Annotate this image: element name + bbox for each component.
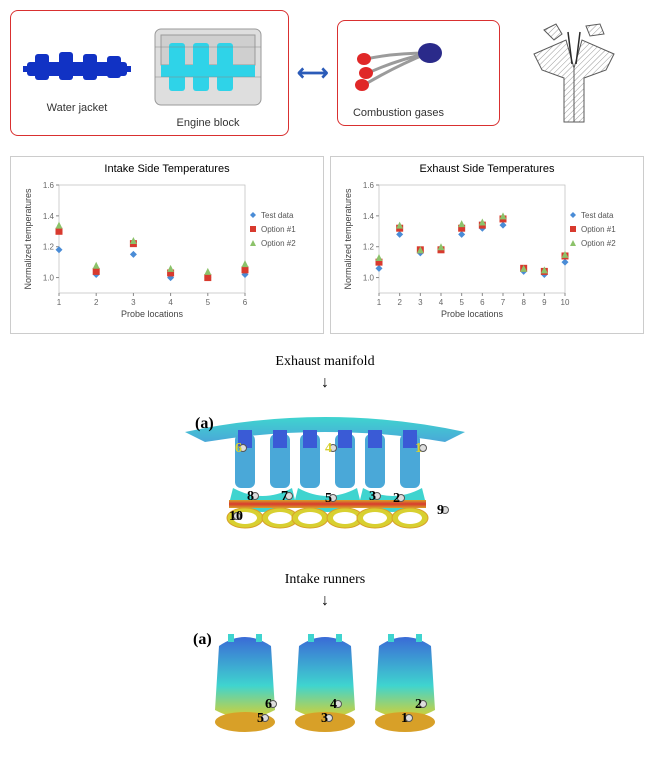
- svg-text:Option #2: Option #2: [581, 239, 616, 248]
- top-diagram-row: Water jacket: [10, 10, 640, 136]
- svg-text:4: 4: [168, 298, 173, 307]
- svg-text:1.0: 1.0: [363, 274, 375, 283]
- svg-text:3: 3: [369, 489, 376, 504]
- combustion-gases-box: Combustion gases: [337, 20, 500, 126]
- svg-text:1.2: 1.2: [363, 243, 375, 252]
- svg-text:5: 5: [206, 298, 211, 307]
- svg-text:3: 3: [418, 298, 423, 307]
- svg-text:8: 8: [521, 298, 526, 307]
- svg-text:6: 6: [243, 298, 248, 307]
- svg-text:Probe locations: Probe locations: [441, 309, 504, 319]
- svg-text:10: 10: [229, 509, 243, 524]
- intake-runners-figure: (a) 2 4 6 1 3 5: [125, 610, 525, 750]
- svg-text:Option #1: Option #1: [581, 225, 616, 234]
- cross-section-figure: [508, 18, 640, 128]
- engine-block-icon: [143, 17, 273, 117]
- svg-text:6: 6: [480, 298, 485, 307]
- svg-text:9: 9: [542, 298, 547, 307]
- engine-assembly-box: Water jacket: [10, 10, 289, 136]
- svg-text:2: 2: [393, 491, 400, 506]
- engine-block-figure: Engine block: [143, 17, 273, 129]
- svg-text:Option #2: Option #2: [261, 239, 296, 248]
- svg-text:2: 2: [415, 697, 422, 712]
- svg-text:1.6: 1.6: [43, 181, 55, 190]
- svg-text:9: 9: [437, 503, 444, 518]
- exhaust-manifold-section: Exhaust manifold ↓ (a)14623578910: [10, 354, 640, 552]
- svg-text:10: 10: [561, 298, 570, 307]
- svg-text:1.0: 1.0: [43, 274, 55, 283]
- svg-text:Normalized temperatures: Normalized temperatures: [23, 188, 33, 290]
- svg-text:Test data: Test data: [261, 211, 294, 220]
- svg-text:Option #1: Option #1: [261, 225, 296, 234]
- svg-text:2: 2: [94, 298, 99, 307]
- intake-runners-section: Intake runners ↓ (a)246135: [10, 572, 640, 750]
- svg-text:1.2: 1.2: [43, 243, 55, 252]
- engine-block-label: Engine block: [177, 117, 240, 129]
- svg-text:4: 4: [325, 441, 332, 456]
- svg-text:7: 7: [281, 489, 288, 504]
- svg-text:5: 5: [257, 711, 264, 726]
- svg-text:8: 8: [247, 489, 254, 504]
- intake-chart: 1.0 1.2 1.4 1.6 1 2 3 4 5 6 Probe locations Normali…: [19, 179, 315, 319]
- bidirectional-arrow-icon: ⟷: [297, 60, 329, 86]
- svg-text:(a): (a): [193, 631, 212, 648]
- intake-chart-card: Intake Side Temperatures 1.0 1.2 1.4 1.6 1 2 3…: [10, 156, 324, 334]
- svg-text:4: 4: [439, 298, 444, 307]
- svg-text:1: 1: [377, 298, 382, 307]
- svg-text:3: 3: [321, 711, 328, 726]
- exhaust-chart-title: Exhaust Side Temperatures: [339, 163, 635, 175]
- exhaust-chart-card: Exhaust Side Temperatures 1.0 1.2 1.4 1.6 1 2…: [330, 156, 644, 334]
- exhaust-manifold-title: Exhaust manifold: [10, 354, 640, 370]
- exhaust-pipes-icon: [344, 27, 454, 107]
- svg-text:6: 6: [235, 441, 242, 456]
- cross-section-icon: [524, 18, 624, 128]
- svg-text:1: 1: [415, 441, 422, 456]
- charts-row: Intake Side Temperatures 1.0 1.2 1.4 1.6 1 2 3…: [10, 156, 640, 334]
- svg-text:3: 3: [131, 298, 136, 307]
- svg-text:1: 1: [401, 711, 408, 726]
- svg-text:1.4: 1.4: [43, 212, 55, 221]
- svg-text:5: 5: [325, 491, 332, 506]
- svg-text:5: 5: [459, 298, 464, 307]
- water-jacket-label: Water jacket: [47, 102, 108, 114]
- intake-runners-title: Intake runners: [10, 572, 640, 588]
- svg-text:2: 2: [397, 298, 402, 307]
- water-jacket-figure: Water jacket: [17, 32, 137, 114]
- svg-text:1.4: 1.4: [363, 212, 375, 221]
- svg-text:Probe locations: Probe locations: [121, 309, 184, 319]
- svg-text:1: 1: [57, 298, 62, 307]
- exhaust-manifold-figure: (a) 1 4 6 2 3 5 7 8 9 10: [125, 392, 525, 552]
- svg-text:1.6: 1.6: [363, 181, 375, 190]
- svg-text:6: 6: [265, 697, 272, 712]
- exhaust-chart: 1.0 1.2 1.4 1.6 1 2 3 4 5 6 7 8 9 10 Probe locations No…: [339, 179, 635, 319]
- svg-text:Test data: Test data: [581, 211, 614, 220]
- svg-text:7: 7: [501, 298, 506, 307]
- svg-text:Normalized temperatures: Normalized temperatures: [343, 188, 353, 290]
- water-jacket-icon: [17, 32, 137, 102]
- intake-chart-title: Intake Side Temperatures: [19, 163, 315, 175]
- svg-text:(a): (a): [195, 415, 214, 432]
- svg-text:4: 4: [330, 697, 337, 712]
- combustion-figure: Combustion gases: [344, 27, 454, 119]
- combustion-label: Combustion gases: [353, 107, 444, 119]
